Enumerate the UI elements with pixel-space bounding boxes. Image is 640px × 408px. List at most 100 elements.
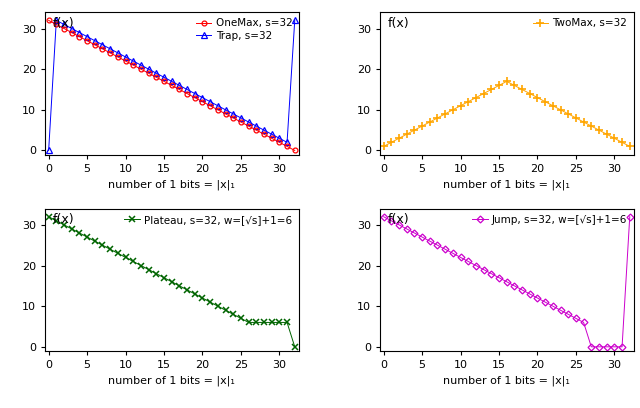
Plateau, s=32, w=[√s]+1=6 — [60, 222, 68, 227]
TwoMax, s=32 — [564, 111, 572, 116]
OneMax, s=32 — [260, 132, 268, 137]
TwoMax, s=32 — [495, 83, 503, 88]
Jump, s=32, w=[√s]+1=6 — [626, 214, 634, 219]
OneMax, s=32 — [114, 55, 122, 60]
Trap, s=32 — [145, 67, 152, 71]
Plateau, s=32, w=[√s]+1=6 — [152, 271, 160, 276]
TwoMax, s=32 — [411, 128, 419, 133]
OneMax, s=32 — [52, 22, 60, 27]
OneMax, s=32 — [206, 103, 214, 108]
TwoMax, s=32 — [549, 103, 557, 108]
OneMax, s=32 — [276, 140, 284, 145]
Trap, s=32 — [260, 128, 268, 133]
Trap, s=32 — [198, 95, 206, 100]
TwoMax, s=32 — [465, 99, 472, 104]
Plateau, s=32, w=[√s]+1=6 — [268, 320, 275, 325]
Trap, s=32 — [214, 103, 221, 108]
Trap, s=32 — [137, 63, 145, 68]
OneMax, s=32 — [198, 99, 206, 104]
Jump, s=32, w=[√s]+1=6 — [526, 292, 534, 297]
OneMax, s=32 — [237, 120, 244, 124]
Jump, s=32, w=[√s]+1=6 — [549, 304, 557, 308]
TwoMax, s=32 — [442, 111, 449, 116]
Trap, s=32 — [45, 148, 52, 153]
Trap, s=32 — [229, 111, 237, 116]
Trap, s=32 — [60, 22, 68, 27]
TwoMax, s=32 — [618, 140, 626, 145]
Jump, s=32, w=[√s]+1=6 — [611, 344, 618, 349]
OneMax, s=32 — [221, 111, 229, 116]
Trap, s=32 — [175, 83, 183, 88]
Plateau, s=32, w=[√s]+1=6 — [221, 308, 229, 313]
Jump, s=32, w=[√s]+1=6 — [588, 344, 595, 349]
Plateau, s=32, w=[√s]+1=6 — [68, 226, 76, 231]
Plateau, s=32, w=[√s]+1=6 — [175, 284, 183, 288]
OneMax, s=32 — [284, 144, 291, 149]
Jump, s=32, w=[√s]+1=6 — [457, 255, 465, 260]
Line: OneMax, s=32: OneMax, s=32 — [46, 18, 297, 153]
TwoMax, s=32 — [611, 136, 618, 141]
X-axis label: number of 1 bits = |x|₁: number of 1 bits = |x|₁ — [108, 179, 235, 190]
Jump, s=32, w=[√s]+1=6 — [419, 235, 426, 239]
TwoMax, s=32 — [403, 132, 411, 137]
Line: Jump, s=32, w=[√s]+1=6: Jump, s=32, w=[√s]+1=6 — [381, 214, 632, 349]
X-axis label: number of 1 bits = |x|₁: number of 1 bits = |x|₁ — [108, 375, 235, 386]
Jump, s=32, w=[√s]+1=6 — [434, 243, 442, 248]
OneMax, s=32 — [83, 38, 91, 43]
Line: Plateau, s=32, w=[√s]+1=6: Plateau, s=32, w=[√s]+1=6 — [45, 214, 298, 350]
TwoMax, s=32 — [387, 140, 395, 145]
OneMax, s=32 — [252, 128, 260, 133]
X-axis label: number of 1 bits = |x|₁: number of 1 bits = |x|₁ — [444, 375, 570, 386]
Legend: Jump, s=32, w=[√s]+1=6: Jump, s=32, w=[√s]+1=6 — [471, 214, 628, 226]
Trap, s=32 — [91, 38, 99, 43]
Plateau, s=32, w=[√s]+1=6 — [122, 255, 129, 260]
OneMax, s=32 — [291, 148, 299, 153]
Legend: Plateau, s=32, w=[√s]+1=6: Plateau, s=32, w=[√s]+1=6 — [124, 214, 293, 226]
OneMax, s=32 — [244, 124, 252, 129]
OneMax, s=32 — [160, 79, 168, 84]
Jump, s=32, w=[√s]+1=6 — [426, 239, 434, 244]
Legend: TwoMax, s=32: TwoMax, s=32 — [532, 18, 628, 29]
Text: f(x): f(x) — [387, 213, 409, 226]
TwoMax, s=32 — [603, 132, 611, 137]
Jump, s=32, w=[√s]+1=6 — [534, 295, 541, 300]
Text: f(x): f(x) — [387, 16, 409, 29]
Plateau, s=32, w=[√s]+1=6 — [260, 320, 268, 325]
TwoMax, s=32 — [426, 120, 434, 124]
Plateau, s=32, w=[√s]+1=6 — [114, 251, 122, 256]
Trap, s=32 — [152, 71, 160, 75]
Plateau, s=32, w=[√s]+1=6 — [99, 243, 106, 248]
Line: Trap, s=32: Trap, s=32 — [45, 17, 298, 153]
Plateau, s=32, w=[√s]+1=6 — [198, 295, 206, 300]
Jump, s=32, w=[√s]+1=6 — [488, 271, 495, 276]
Trap, s=32 — [106, 47, 114, 51]
Trap, s=32 — [76, 30, 83, 35]
Trap, s=32 — [252, 124, 260, 129]
Plateau, s=32, w=[√s]+1=6 — [191, 292, 198, 297]
Jump, s=32, w=[√s]+1=6 — [395, 222, 403, 227]
Jump, s=32, w=[√s]+1=6 — [472, 263, 480, 268]
OneMax, s=32 — [68, 30, 76, 35]
Trap, s=32 — [206, 99, 214, 104]
Trap, s=32 — [276, 136, 284, 141]
TwoMax, s=32 — [419, 124, 426, 129]
Trap, s=32 — [221, 107, 229, 112]
OneMax, s=32 — [168, 83, 175, 88]
TwoMax, s=32 — [503, 79, 511, 84]
Trap, s=32 — [284, 140, 291, 145]
Plateau, s=32, w=[√s]+1=6 — [206, 299, 214, 304]
TwoMax, s=32 — [395, 136, 403, 141]
Trap, s=32 — [129, 59, 137, 64]
OneMax, s=32 — [60, 26, 68, 31]
TwoMax, s=32 — [380, 144, 387, 149]
TwoMax, s=32 — [572, 115, 580, 120]
Plateau, s=32, w=[√s]+1=6 — [106, 247, 114, 252]
Jump, s=32, w=[√s]+1=6 — [503, 279, 511, 284]
Jump, s=32, w=[√s]+1=6 — [403, 226, 411, 231]
Jump, s=32, w=[√s]+1=6 — [580, 320, 588, 325]
Plateau, s=32, w=[√s]+1=6 — [76, 231, 83, 235]
Jump, s=32, w=[√s]+1=6 — [572, 316, 580, 321]
Plateau, s=32, w=[√s]+1=6 — [183, 288, 191, 293]
OneMax, s=32 — [191, 95, 198, 100]
X-axis label: number of 1 bits = |x|₁: number of 1 bits = |x|₁ — [444, 179, 570, 190]
